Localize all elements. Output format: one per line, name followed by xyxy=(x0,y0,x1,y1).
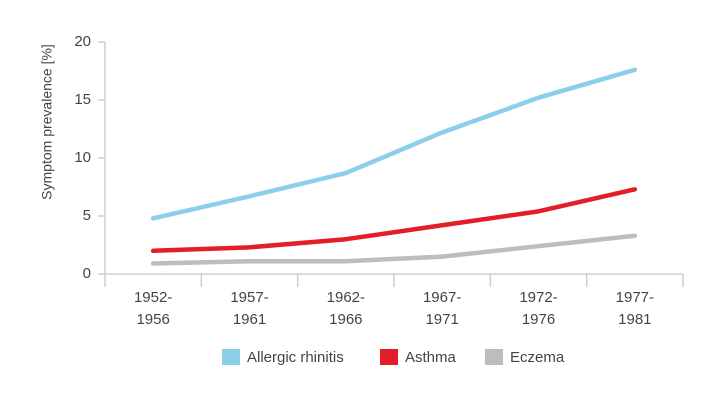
legend-swatch xyxy=(222,349,240,365)
x-tick-label: 1952- 1956 xyxy=(134,289,172,328)
y-axis-label: Symptom prevalence [%] xyxy=(39,44,55,200)
legend-swatch xyxy=(380,349,398,365)
x-tick-label: 1962- 1966 xyxy=(327,289,365,328)
series-line xyxy=(150,67,638,221)
y-tick-label: 5 xyxy=(83,207,91,224)
x-tick-line: 1956 xyxy=(136,311,169,328)
x-tick-label: 1977- 1981 xyxy=(616,289,654,328)
x-tick-line: 1976 xyxy=(522,311,555,328)
y-tick-label: 10 xyxy=(74,149,91,166)
legend-label: Allergic rhinitis xyxy=(247,349,344,366)
x-tick-line: 1961 xyxy=(233,311,266,328)
x-tick-line: 1971 xyxy=(425,311,458,328)
series-line xyxy=(150,233,638,266)
y-tick-label: 20 xyxy=(74,33,91,50)
x-tick-line: 1981 xyxy=(618,311,651,328)
x-tick-line: 1952- xyxy=(134,289,172,306)
legend-label: Asthma xyxy=(405,349,457,366)
y-tick-label: 0 xyxy=(83,265,91,282)
x-tick-line: 1957- xyxy=(230,289,268,306)
x-tick-line: 1966 xyxy=(329,311,362,328)
x-tick-line: 1977- xyxy=(616,289,654,306)
x-tick-label: 1957- 1961 xyxy=(230,289,268,328)
series-line xyxy=(150,187,638,254)
legend-label: Eczema xyxy=(510,349,565,366)
x-tick-label: 1967- 1971 xyxy=(423,289,461,328)
x-tick-line: 1967- xyxy=(423,289,461,306)
x-tick-line: 1972- xyxy=(519,289,557,306)
legend-swatch xyxy=(485,349,503,365)
y-tick-label: 15 xyxy=(74,91,91,108)
x-tick-line: 1962- xyxy=(327,289,365,306)
x-tick-label: 1972- 1976 xyxy=(519,289,557,328)
